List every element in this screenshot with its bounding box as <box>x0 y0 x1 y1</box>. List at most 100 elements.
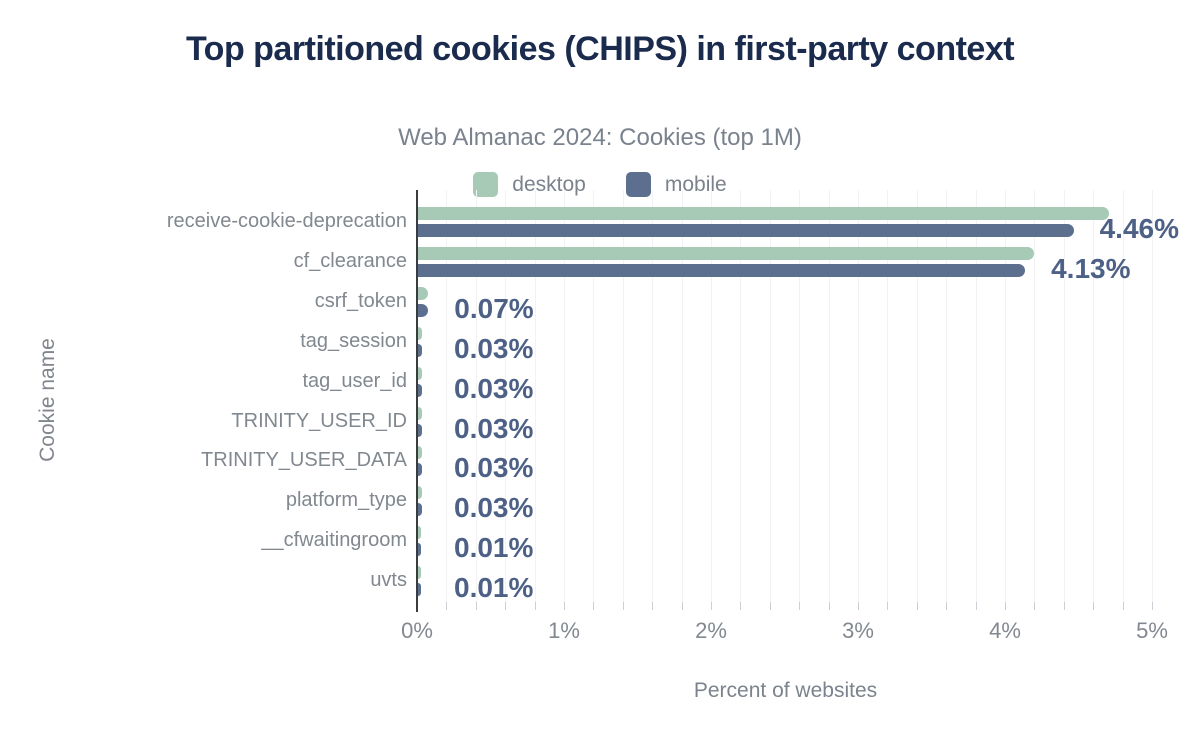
axis-tick <box>1063 602 1065 610</box>
x-tick-label: 2% <box>695 618 727 643</box>
bar-desktop[interactable] <box>418 526 421 540</box>
value-label: 0.07% <box>454 292 534 324</box>
value-label: 0.03% <box>454 332 534 364</box>
bar-mobile[interactable] <box>418 543 421 557</box>
bar-mobile[interactable] <box>418 263 1026 277</box>
axis-tick <box>652 602 654 610</box>
grid-line <box>534 190 536 602</box>
legend-label-mobile: mobile <box>664 172 727 196</box>
axis-tick <box>858 602 859 610</box>
axis-tick <box>622 602 624 610</box>
axis-tick <box>975 602 977 610</box>
grid-line <box>769 190 771 602</box>
axis-tick <box>505 602 507 610</box>
category-label: csrf_token <box>314 289 407 312</box>
bar-mobile[interactable] <box>418 383 423 397</box>
bar-mobile[interactable] <box>418 503 423 517</box>
axis-tick <box>828 602 830 610</box>
bar-desktop[interactable] <box>418 366 423 380</box>
grid-line <box>505 190 507 602</box>
value-label: 0.03% <box>454 372 534 404</box>
x-tick-label: 3% <box>842 618 874 643</box>
x-axis-title: Percent of websites <box>693 679 878 702</box>
grid-line <box>681 190 683 602</box>
y-axis-line <box>416 190 418 612</box>
legend-label-desktop: desktop <box>512 172 586 196</box>
bar-desktop[interactable] <box>418 326 423 340</box>
grid-line <box>1063 190 1065 602</box>
grid-line <box>740 190 742 602</box>
grid-line <box>475 190 477 602</box>
x-tick-label: 4% <box>989 618 1021 643</box>
category-label: tag_session <box>300 329 407 352</box>
grid-line <box>652 190 654 602</box>
axis-tick <box>1034 602 1036 610</box>
bar-desktop[interactable] <box>418 446 423 460</box>
category-label: TRINITY_USER_DATA <box>201 449 407 472</box>
category-label: receive-cookie-deprecation <box>166 210 407 232</box>
page-subtitle: Web Almanac 2024: Cookies (top 1M) <box>398 124 802 151</box>
bar-desktop[interactable] <box>418 406 423 420</box>
value-label: 0.03% <box>454 412 534 444</box>
axis-tick <box>1093 602 1095 610</box>
grid-line <box>887 190 889 602</box>
grid-line <box>1093 190 1095 602</box>
value-label: 0.03% <box>454 452 534 484</box>
grid-line <box>564 190 565 602</box>
value-label: 4.13% <box>1051 252 1131 284</box>
x-tick-label: 1% <box>548 618 580 643</box>
value-label: 0.01% <box>454 532 534 564</box>
grid-line <box>711 190 712 602</box>
axis-tick <box>446 602 448 610</box>
x-tick-label: 0% <box>401 618 433 643</box>
grid-line <box>946 190 948 602</box>
category-label: uvts <box>370 569 407 592</box>
grid-line <box>1005 190 1006 602</box>
bar-mobile[interactable] <box>418 224 1074 237</box>
bar-desktop[interactable] <box>418 246 1034 260</box>
category-label: platform_type <box>285 489 407 512</box>
x-tick-label: 5% <box>1136 618 1168 643</box>
grid-line <box>799 190 801 602</box>
bar-desktop[interactable] <box>418 207 1109 220</box>
category-label: tag_user_id <box>302 369 407 392</box>
axis-tick <box>564 602 565 610</box>
axis-tick <box>887 602 889 610</box>
grid-line <box>622 190 624 602</box>
axis-tick <box>769 602 771 610</box>
bar-desktop[interactable] <box>418 486 423 500</box>
legend-swatch-desktop <box>473 172 499 197</box>
grid-line <box>446 190 448 602</box>
axis-tick <box>799 602 801 610</box>
bar-desktop[interactable] <box>418 286 429 300</box>
bar-mobile[interactable] <box>418 583 421 597</box>
category-label: TRINITY_USER_ID <box>231 409 407 432</box>
bar-desktop[interactable] <box>418 566 421 580</box>
page-title: Top partitioned cookies (CHIPS) in first… <box>185 30 1015 68</box>
axis-tick <box>946 602 948 610</box>
bar-mobile[interactable] <box>418 463 423 477</box>
legend-item-mobile[interactable]: mobile <box>625 172 727 197</box>
axis-tick <box>1005 602 1006 610</box>
grid-line <box>1152 190 1153 602</box>
axis-tick <box>593 602 595 610</box>
value-label: 4.46% <box>1099 213 1180 244</box>
bar-mobile[interactable] <box>418 303 429 317</box>
bar-mobile[interactable] <box>418 343 423 357</box>
axis-tick <box>534 602 536 610</box>
bar-mobile[interactable] <box>418 423 423 437</box>
axis-tick <box>475 602 477 610</box>
grid-line <box>975 190 977 602</box>
category-label: __cfwaitingroom <box>261 529 407 552</box>
category-label: cf_clearance <box>293 249 407 272</box>
y-axis-title: Cookie name <box>36 338 59 462</box>
grid-line <box>858 190 859 602</box>
grid-line <box>916 190 918 602</box>
value-label: 0.03% <box>454 492 534 524</box>
axis-tick <box>740 602 742 610</box>
legend-item-desktop[interactable]: desktop <box>473 172 586 197</box>
legend-swatch-mobile <box>625 172 651 197</box>
axis-tick <box>916 602 918 610</box>
